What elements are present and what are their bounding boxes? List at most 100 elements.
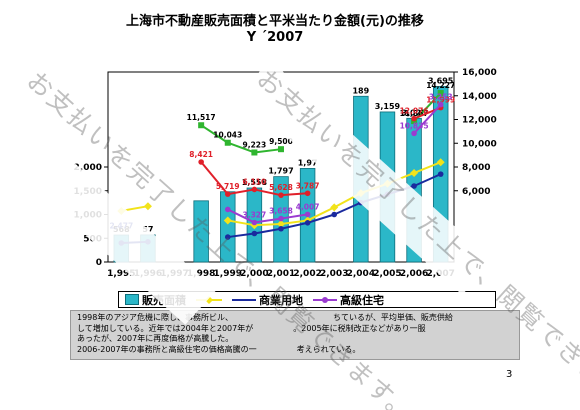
note-line-3: あったが、2007年に再度価格が高騰した。 [77, 334, 234, 343]
series-point [224, 234, 231, 240]
series-point [198, 122, 205, 129]
series-point [278, 215, 284, 222]
left-axis-tick-label: 0 [96, 258, 102, 268]
note-line-2: して増加している。近年では2004年と2007年が 。2005年に税制改正などが… [77, 323, 426, 333]
series-data-label: 2,477 [109, 222, 133, 231]
series-point [384, 191, 391, 198]
series-point [224, 139, 231, 146]
series-point [251, 219, 258, 226]
x-axis-tick-label: 1,995 [107, 269, 135, 279]
series-point [411, 130, 417, 137]
x-axis-tick-label: 2,004 [347, 269, 375, 279]
series-point [437, 171, 444, 177]
x-axis-tick-label: 2,000 [240, 269, 268, 279]
series-point [304, 211, 311, 218]
x-axis-tick-label: 2,002 [293, 269, 321, 279]
bar-data-label: 57 [142, 225, 153, 234]
series-data-label: 10,835 [400, 121, 429, 130]
series-line-segment [121, 240, 148, 244]
bar-sales-area [353, 95, 369, 263]
legend-label-commercial-land: 商業用地 [259, 293, 303, 307]
series-data-label: 8,421 [189, 150, 213, 159]
chart-subtitle: Y ´2007 [246, 30, 304, 45]
series-point [118, 240, 125, 246]
series-point [304, 190, 311, 197]
legend-swatch-commercial-line [232, 298, 256, 301]
series-data-label: 9,223 [243, 140, 267, 149]
bar-sales-area [140, 234, 156, 263]
series-data-label: 14,227 [426, 81, 455, 90]
series-data-label: 5,628 [269, 183, 293, 192]
x-axis-tick-label: 2,003 [320, 269, 348, 279]
chart-title-text: 上海市不動産販売面積と平米当たり金額(元)の推移 [126, 14, 424, 29]
legend-label-sales-area: 販売面積 [142, 293, 186, 307]
right-axis-tick-label: 8,000 [462, 163, 490, 173]
series-data-label: 11,517 [187, 113, 216, 122]
left-axis-tick-label: 500 [83, 234, 102, 244]
series-data-label: 10,043 [213, 131, 242, 140]
legend-label-luxury-housing: 高級住宅 [340, 293, 384, 307]
left-axis-tick-label: 1,000 [74, 211, 102, 221]
bar-data-label: 1,97 [298, 158, 318, 167]
series-point [145, 239, 151, 245]
right-axis-tick-label: 12,000 [462, 116, 497, 126]
page-number: 3 [506, 369, 513, 380]
series-point [223, 216, 232, 225]
right-axis-tick-label: 10,000 [462, 139, 497, 149]
left-axis-tick-label: 1,500 [74, 187, 102, 197]
legend-swatch-bar [125, 294, 139, 305]
series-point [304, 220, 311, 226]
x-axis-tick-label: 2,006 [400, 269, 428, 279]
series-point [251, 186, 258, 193]
series-point [224, 191, 231, 197]
bar-sales-area [220, 191, 236, 263]
series-data-label: 3,327 [243, 210, 267, 219]
right-axis-tick-label: 16,000 [462, 68, 497, 78]
legend-item-sales-area: 販売面積 [125, 292, 186, 308]
series-point [278, 146, 284, 153]
series-point [278, 225, 284, 232]
series-data-label: 5,719 [216, 182, 240, 191]
x-axis-tick-label: 1,999 [214, 269, 242, 279]
series-data-label: 4,007 [296, 202, 320, 211]
series-point [331, 211, 338, 218]
bar-sales-area [113, 234, 130, 263]
x-axis-tick-label: 1,996 [134, 269, 162, 279]
series-data-label: 3,253 [429, 93, 453, 102]
series-point [198, 159, 204, 165]
series-point [251, 149, 258, 156]
bar-sales-area [406, 117, 422, 263]
note-box: 1998年のアジア危機に際し、事務所ビル、 ちているが、平均単価、販売供給 して… [70, 310, 520, 360]
series-point [251, 230, 258, 237]
series-point [358, 199, 364, 206]
series-line-segment [254, 223, 282, 227]
series-point [224, 206, 231, 213]
legend-item-luxury-housing: 高級住宅 [313, 292, 384, 308]
series-point [437, 101, 444, 108]
series-data-label: 3,787 [296, 181, 320, 190]
bar-sales-area [193, 200, 209, 263]
bar-data-label: 3,159 [375, 102, 401, 111]
series-data-label: 9,500 [269, 137, 293, 146]
legend-item-commercial-land: 商業用地 [232, 292, 303, 308]
x-axis-tick-label: 2,001 [267, 269, 295, 279]
x-axis-tick-label: 1,998 [187, 269, 215, 279]
series-data-label: 3,658 [269, 207, 293, 216]
x-axis-tick-label: 2,005 [373, 269, 401, 279]
right-axis-tick-label: 14,000 [462, 92, 497, 102]
left-axis-tick-label: 2,000 [74, 163, 102, 173]
series-line-segment [200, 124, 229, 144]
x-axis-tick-label: 1,997 [160, 269, 188, 279]
right-axis-tick-label: 6,000 [462, 187, 490, 197]
bar-data-label: 1,797 [268, 167, 293, 176]
legend-item-yellow-line [196, 295, 222, 305]
chart-legend: 販売面積 商業用地 高級住宅 [118, 291, 496, 308]
chart-title: 上海市不動産販売面積と平米当たり金額(元)の推移 Y ´2007 [60, 14, 490, 46]
series-point [278, 192, 284, 198]
legend-swatch-yellow-line [196, 295, 222, 304]
legend-swatch-luxury-line [313, 296, 337, 303]
note-line-4: 2006-2007年の事務所と高級住宅の価格高騰の一 考えられている。 [77, 344, 361, 354]
series-point [411, 183, 417, 189]
note-line-1: 1998年のアジア危機に際し、事務所ビル、 ちているが、平均単価、販売供給 [77, 313, 453, 322]
series-data-label: 12,076 [400, 107, 429, 116]
